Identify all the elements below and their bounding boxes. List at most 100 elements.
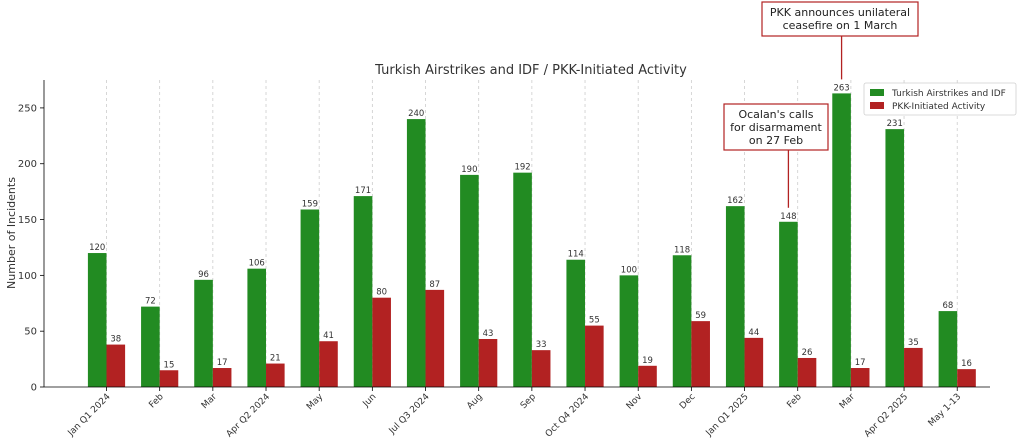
data-label: 159 — [302, 199, 318, 209]
bar-pkk-activity — [691, 321, 710, 387]
x-tick-label: Jun — [361, 392, 379, 410]
bar-pkk-activity — [850, 368, 870, 387]
data-label: 17 — [855, 358, 866, 368]
data-label: 162 — [727, 196, 743, 206]
data-label: 100 — [621, 265, 637, 275]
legend-label: Turkish Airstrikes and IDF — [891, 89, 1006, 99]
data-label: 38 — [110, 335, 121, 345]
data-label: 148 — [780, 212, 796, 222]
annotation-text: PKK announces unilateral — [770, 6, 910, 19]
x-tick-label: Oct Q4 2024 — [544, 392, 592, 438]
y-tick-label: 100 — [18, 271, 37, 282]
x-tick-label: Dec — [678, 392, 697, 411]
x-tick-label: Nov — [625, 392, 645, 412]
annotation-box — [761, 1, 919, 37]
bar-airstrikes — [779, 221, 798, 387]
bar-pkk-activity — [425, 289, 445, 387]
data-label: 106 — [249, 259, 265, 269]
x-tick-label: Apr Q2 2024 — [225, 392, 273, 438]
bar-pkk-activity — [638, 365, 657, 387]
data-label: 33 — [536, 340, 547, 350]
bar-airstrikes — [87, 253, 107, 387]
x-tick-label: Mar — [200, 392, 219, 411]
data-label: 114 — [568, 250, 584, 260]
data-label: 35 — [908, 338, 919, 348]
bar-airstrikes — [938, 311, 958, 387]
annotation-box — [723, 103, 829, 151]
data-label: 16 — [961, 359, 972, 369]
x-tick-label: Aug — [465, 392, 485, 412]
bar-pkk-activity — [212, 368, 232, 387]
x-tick-label: Jan Q1 2025 — [704, 392, 751, 438]
data-label: 240 — [408, 109, 424, 119]
bar-airstrikes — [300, 209, 320, 387]
bar-airstrikes — [247, 268, 267, 387]
x-tick-label: Jul Q3 2024 — [387, 392, 432, 437]
bar-pkk-activity — [159, 370, 179, 387]
y-tick-label: 50 — [24, 327, 37, 338]
legend-swatch — [870, 89, 884, 96]
bar-airstrikes — [885, 129, 905, 387]
data-label: 96 — [198, 270, 209, 280]
bar-airstrikes — [566, 259, 586, 387]
annotation-text: on 27 Feb — [749, 134, 803, 147]
data-label: 118 — [674, 245, 690, 255]
data-label: 59 — [695, 311, 706, 321]
data-label: 55 — [589, 316, 600, 326]
legend-swatch — [870, 102, 884, 109]
data-label: 87 — [429, 280, 440, 290]
legend-label: PKK-Initiated Activity — [892, 102, 986, 112]
bar-pkk-activity — [904, 347, 923, 387]
bar-pkk-activity — [319, 341, 338, 387]
chart-title: Turkish Airstrikes and IDF / PKK-Initiat… — [374, 63, 687, 78]
bar-pkk-activity — [957, 369, 976, 387]
y-tick-label: 0 — [31, 383, 37, 394]
data-label: 231 — [887, 119, 903, 129]
legend: Turkish Airstrikes and IDF PKK-Initiated … — [863, 82, 1017, 116]
x-tick-label: Mar — [838, 392, 857, 411]
y-tick-label: 150 — [18, 215, 37, 226]
x-tick-label: May — [305, 392, 326, 413]
bar-pkk-activity — [585, 325, 604, 387]
bar-pkk-activity — [266, 363, 285, 387]
x-tick-label: Sep — [519, 392, 538, 411]
data-label: 15 — [164, 360, 175, 370]
data-label: 72 — [145, 297, 156, 307]
bar-airstrikes — [406, 119, 426, 387]
bar-airstrikes — [513, 172, 532, 387]
bar-airstrikes — [194, 279, 213, 387]
x-tick-label: May 1-13 — [927, 392, 964, 429]
bar-pkk-activity — [797, 357, 817, 387]
data-label: 43 — [483, 329, 494, 339]
annotation-text: ceasefire on 1 March — [783, 19, 898, 32]
data-label: 21 — [270, 354, 281, 364]
data-label: 190 — [461, 165, 477, 175]
data-label: 192 — [514, 163, 530, 173]
bar-pkk-activity — [744, 337, 764, 387]
x-tick-label: Feb — [785, 392, 804, 411]
legend-box — [863, 82, 1017, 116]
data-label: 120 — [89, 243, 105, 253]
data-label: 44 — [748, 328, 759, 338]
bar-airstrikes — [141, 306, 160, 387]
bar-airstrikes — [672, 255, 692, 387]
x-tick-label: Apr Q2 2025 — [863, 392, 910, 438]
bar-airstrikes — [832, 93, 851, 387]
x-tick-label: Feb — [147, 392, 166, 411]
annotation-text: for disarmament — [730, 121, 822, 134]
data-label: 263 — [833, 83, 849, 93]
annotation-text: Ocalan's calls — [738, 108, 813, 121]
x-tick-label: Jan Q1 2024 — [66, 392, 113, 438]
bar-airstrikes — [725, 206, 745, 387]
bar-airstrikes — [353, 196, 373, 387]
bar-airstrikes — [619, 275, 639, 387]
bar-pkk-activity — [372, 297, 391, 387]
bars-layer: 120 72 96 106 159 171 240 190 192 114 100 118 162 148… — [87, 83, 976, 387]
data-label: 80 — [376, 288, 387, 298]
data-label: 171 — [355, 186, 371, 196]
bar-pkk-activity — [531, 350, 551, 387]
bar-pkk-activity — [478, 338, 498, 387]
